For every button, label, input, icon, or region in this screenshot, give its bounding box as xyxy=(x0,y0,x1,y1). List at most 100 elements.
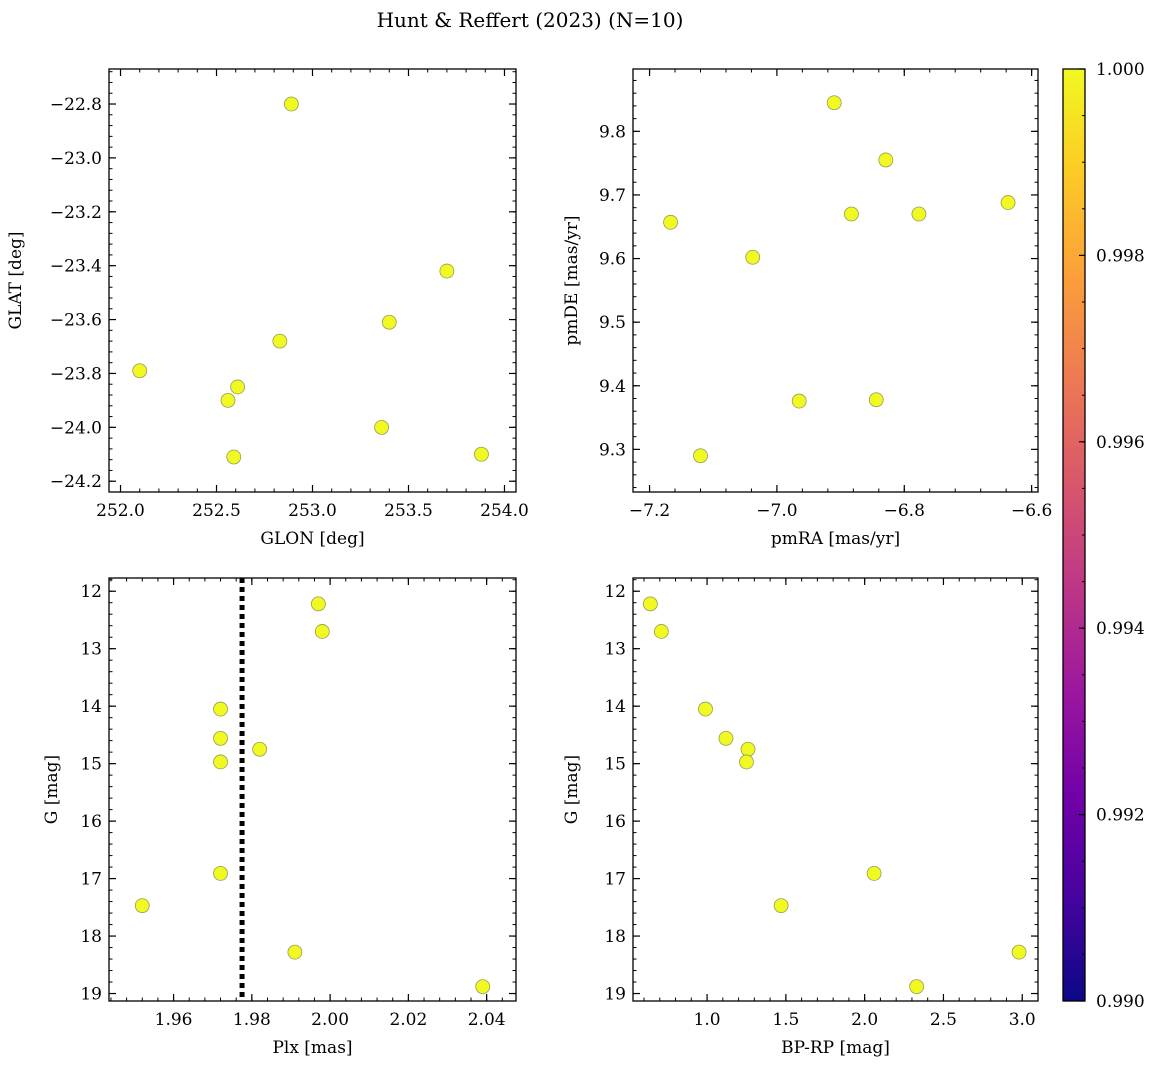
scatter-points xyxy=(663,95,1016,464)
scatter-point xyxy=(740,741,756,757)
colorbar-tick-label: 0.990 xyxy=(1096,992,1145,1012)
y-tick-label: 9.3 xyxy=(599,440,626,460)
scatter-point xyxy=(826,95,842,111)
scatter-point xyxy=(642,596,658,612)
y-tick-label: 9.7 xyxy=(599,186,626,206)
colorbar: 0.990 0.992 0.994 0.996 0.998 1.000 xyxy=(1062,60,1145,1012)
axes-frame xyxy=(632,577,1039,1002)
panel-4: 1.0 1.5 2.0 2.5 3.0 12 13 14 15 16 17 18 19 BP-RP [ma… xyxy=(562,577,1039,1058)
y-tick-label: −23.0 xyxy=(50,149,102,169)
scatter-points xyxy=(134,596,491,995)
panel-1: 252.0 252.5 253.0 253.5 254.0 −24.2 −24.0 −23.8… xyxy=(6,68,529,549)
scatter-point xyxy=(381,314,397,330)
x-tick-label: 1.5 xyxy=(772,1010,799,1030)
scatter-point xyxy=(745,249,761,265)
colorbar-tick-label: 0.992 xyxy=(1096,806,1145,826)
x-tick-label: 254.0 xyxy=(480,501,529,521)
y-tick-label: 16 xyxy=(604,812,626,832)
y-tick-label: 13 xyxy=(80,640,102,660)
y-tick-label: 9.8 xyxy=(599,122,626,142)
scatter-point xyxy=(439,263,455,279)
scatter-point xyxy=(693,448,708,464)
scatter-point xyxy=(868,392,884,408)
scatter-point xyxy=(866,866,882,881)
y-axis-label: G [mag] xyxy=(42,755,62,824)
axes-frame xyxy=(108,577,517,1002)
scatter-point xyxy=(911,206,927,222)
scatter-point xyxy=(314,624,330,639)
scatter-point xyxy=(283,96,299,112)
x-tick-label: 1.96 xyxy=(155,1010,193,1030)
scatter-point xyxy=(1000,195,1016,210)
scatter-point xyxy=(878,152,894,168)
y-tick-label: 18 xyxy=(80,927,102,947)
y-axis-label: G [mag] xyxy=(562,755,582,824)
x-axis-label: Plx [mas] xyxy=(272,1038,352,1058)
x-tick-label: −7.2 xyxy=(629,501,670,521)
x-tick-label: 2.5 xyxy=(930,1010,957,1030)
scatter-points xyxy=(132,96,489,465)
colorbar-tick-label: 0.998 xyxy=(1096,246,1145,266)
scatter-point xyxy=(310,596,326,612)
x-tick-label: −6.6 xyxy=(1011,501,1052,521)
x-tick-label: 1.0 xyxy=(694,1010,721,1030)
panel-2: −7.2 −7.0 −6.8 −6.6 9.3 9.4 9.5 9.6 9.7 9.8 pmRA [… xyxy=(562,68,1052,549)
x-axis-label: GLON [deg] xyxy=(260,529,364,549)
y-tick-label: 9.5 xyxy=(599,313,626,333)
y-tick-label: 18 xyxy=(604,927,626,947)
y-tick-label: −23.6 xyxy=(50,311,102,331)
scatter-point xyxy=(844,206,859,222)
x-tick-label: 252.5 xyxy=(192,501,241,521)
colorbar-frame xyxy=(1062,68,1086,1002)
y-tick-label: 12 xyxy=(80,582,102,602)
scatter-point xyxy=(909,979,925,995)
scatter-point xyxy=(698,701,713,717)
scatter-points xyxy=(642,596,1027,995)
scatter-point xyxy=(739,754,754,770)
x-tick-label: 253.0 xyxy=(288,501,337,521)
panels: 252.0 252.5 253.0 253.5 254.0 −24.2 −24.0 −23.8… xyxy=(6,68,1052,1058)
x-tick-label: 252.0 xyxy=(96,501,145,521)
scatter-point xyxy=(213,730,228,746)
y-tick-label: 16 xyxy=(80,812,102,832)
y-tick-label: 19 xyxy=(80,985,102,1005)
scatter-point xyxy=(272,333,288,349)
y-tick-label: 9.4 xyxy=(599,377,626,397)
scatter-point xyxy=(220,392,236,408)
scatter-point xyxy=(475,979,491,995)
x-axis-label: BP-RP [mag] xyxy=(781,1038,890,1058)
y-tick-label: 9.6 xyxy=(599,250,626,270)
x-tick-label: 2.0 xyxy=(851,1010,878,1030)
x-tick-label: 3.0 xyxy=(1009,1010,1036,1030)
scatter-point xyxy=(230,379,246,395)
y-axis-label: GLAT [deg] xyxy=(6,231,26,329)
y-tick-label: 12 xyxy=(604,582,626,602)
x-tick-label: 2.02 xyxy=(389,1010,427,1030)
y-tick-label: 17 xyxy=(80,870,102,890)
scatter-point xyxy=(791,393,807,409)
scatter-point xyxy=(287,944,303,960)
x-tick-label: 2.00 xyxy=(311,1010,349,1030)
colorbar-tick-label: 0.996 xyxy=(1096,433,1145,453)
y-tick-label: 14 xyxy=(80,697,102,717)
y-tick-label: 15 xyxy=(604,755,626,775)
scatter-point xyxy=(663,214,678,230)
y-tick-label: −23.2 xyxy=(50,203,102,223)
x-tick-label: 1.98 xyxy=(233,1010,271,1030)
y-tick-label: 19 xyxy=(604,985,626,1005)
scatter-point xyxy=(1011,944,1027,960)
y-tick-label: 17 xyxy=(604,870,626,890)
scatter-point xyxy=(213,701,228,717)
y-tick-label: −23.4 xyxy=(50,257,102,277)
x-tick-label: −7.0 xyxy=(756,501,797,521)
scatter-point xyxy=(653,624,669,639)
scatter-point xyxy=(213,866,228,881)
colorbar-tick-label: 1.000 xyxy=(1096,60,1145,80)
y-tick-label: 13 xyxy=(604,640,626,660)
scatter-point xyxy=(773,898,789,913)
scatter-point xyxy=(226,449,242,465)
scatter-point xyxy=(374,419,390,435)
y-tick-label: 15 xyxy=(80,755,102,775)
axes-frame xyxy=(108,68,517,493)
